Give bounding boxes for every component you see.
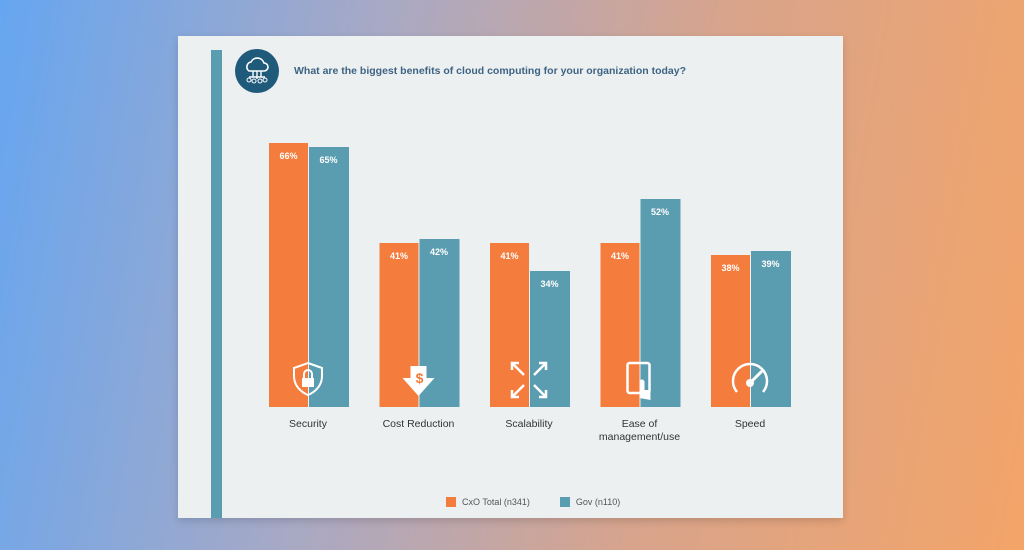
cloud-network-icon (235, 49, 279, 93)
category-label: Ease of (622, 418, 658, 430)
data-label: 41% (500, 251, 518, 261)
bar-cxo (711, 255, 750, 407)
bar-cxo (269, 143, 308, 407)
expand-arrows-icon (510, 361, 548, 399)
data-label: 39% (761, 259, 779, 269)
data-label: 38% (721, 263, 739, 273)
chart-title: What are the biggest benefits of cloud c… (294, 65, 687, 77)
bar-gov (751, 251, 791, 407)
shield-lock-icon (293, 361, 323, 397)
category-label: Security (289, 418, 328, 430)
bar-gov (640, 199, 681, 407)
category-label: Scalability (505, 418, 553, 430)
category-label: management/use (599, 431, 680, 443)
dollar-down-arrow-icon: $ (402, 366, 435, 396)
data-label: 66% (279, 151, 297, 161)
data-label: 52% (651, 207, 669, 217)
bar-gov (530, 271, 570, 407)
bar-gov (309, 147, 349, 407)
legend: CxO Total (n341) Gov (n110) (446, 497, 620, 507)
tablet-touch-icon (626, 361, 651, 400)
bar-cxo (490, 243, 529, 407)
legend-label-cxo: CxO Total (n341) (462, 497, 530, 507)
bar-cxo (600, 243, 640, 407)
legend-label-gov: Gov (n110) (575, 497, 621, 507)
data-label: 42% (430, 247, 448, 257)
legend-swatch-cxo (446, 497, 456, 507)
chart-card: What are the biggest benefits of cloud c… (178, 36, 843, 518)
accent-bar (211, 50, 222, 518)
speedometer-icon (731, 362, 769, 393)
category-label: Cost Reduction (383, 418, 455, 430)
category-label: Speed (735, 418, 766, 430)
bar-plot: 66% 65% Security 41% 42% $ Cost Reduction 41% 34… (269, 143, 791, 443)
legend-swatch-gov (559, 497, 570, 507)
data-label: 41% (611, 251, 629, 261)
data-label: 41% (390, 251, 408, 261)
svg-text:$: $ (416, 370, 424, 386)
data-label: 65% (319, 155, 337, 165)
data-label: 34% (540, 279, 558, 289)
